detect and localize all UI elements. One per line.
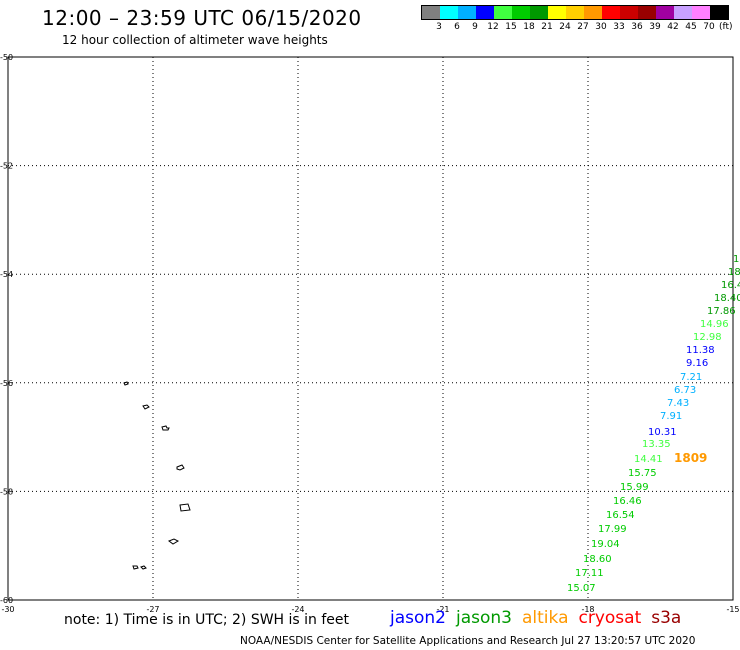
legend-swatch xyxy=(440,6,458,19)
legend-label: 70 xyxy=(703,22,715,32)
island xyxy=(167,538,180,545)
legend-label: 15 xyxy=(505,22,517,32)
lat-tick-label: -58 xyxy=(0,487,13,496)
legend-label: 12 xyxy=(487,22,499,32)
satellite-name: jason3 xyxy=(456,608,512,628)
legend-labels: (ft) 3 6 9 12 15 18 21 24 27 30 33 36 39 42 45 70 xyxy=(421,20,732,34)
color-legend: (ft) 3 6 9 12 15 18 21 24 27 30 33 36 39 42 45 70 xyxy=(421,5,733,34)
island xyxy=(176,464,185,471)
wave-height-label: 14.41 xyxy=(634,454,663,465)
legend-label: 45 xyxy=(685,22,697,32)
lat-tick-label: -54 xyxy=(0,270,13,279)
lat-tick-label: -56 xyxy=(0,379,13,388)
satellite-name: s3a xyxy=(651,608,682,628)
map-frame xyxy=(7,56,734,601)
footer-credit: NOAA/NESDIS Center for Satellite Applica… xyxy=(240,635,696,647)
lat-tick-label: -50 xyxy=(0,53,13,62)
wave-height-label: 16.46 xyxy=(613,496,642,507)
lat-tick-label: -52 xyxy=(0,162,13,171)
wave-height-label: 7.91 xyxy=(660,411,682,422)
lon-tick-label: -24 xyxy=(291,605,304,614)
map-title: 12:00 – 23:59 UTC 06/15/2020 xyxy=(42,6,362,30)
legend-swatches xyxy=(421,5,729,20)
wave-height-label: 7.43 xyxy=(667,398,689,409)
wave-height-label: 17.11 xyxy=(575,568,604,579)
lon-tick-label: -15 xyxy=(726,605,739,614)
wave-height-label: 16.4 xyxy=(721,280,740,291)
island xyxy=(123,381,129,386)
legend-swatch xyxy=(566,6,584,19)
wave-height-label: 6.73 xyxy=(674,385,696,396)
satellite-name: jason2 xyxy=(390,608,446,628)
legend-swatch xyxy=(584,6,602,19)
wave-height-label: 13.35 xyxy=(642,439,671,450)
wave-height-label: 7.21 xyxy=(680,372,702,383)
lon-tick-label: -30 xyxy=(1,605,14,614)
legend-label: 27 xyxy=(577,22,589,32)
legend-swatch xyxy=(674,6,692,19)
wave-height-label: 1. xyxy=(733,254,740,265)
satellite-name: altika xyxy=(522,608,569,628)
footer-note: note: 1) Time is in UTC; 2) SWH is in fe… xyxy=(64,612,350,628)
legend-swatch xyxy=(494,6,512,19)
legend-swatch xyxy=(710,6,728,19)
legend-swatch xyxy=(638,6,656,19)
legend-label: 24 xyxy=(559,22,571,32)
legend-swatch xyxy=(458,6,476,19)
legend-label: 18 xyxy=(523,22,535,32)
legend-swatch xyxy=(548,6,566,19)
wave-height-label: 10.31 xyxy=(648,427,677,438)
satellite-legend: jason2 jason3 altika cryosat s3a xyxy=(390,608,691,628)
island xyxy=(161,425,170,431)
wave-height-label: 15.99 xyxy=(620,482,649,493)
wave-height-label: 18.60 xyxy=(583,554,612,565)
legend-swatch xyxy=(620,6,638,19)
legend-swatch xyxy=(656,6,674,19)
legend-label: 21 xyxy=(541,22,553,32)
island xyxy=(179,503,191,512)
legend-label: 39 xyxy=(649,22,661,32)
legend-label: 6 xyxy=(454,22,460,32)
lat-tick-label: -60 xyxy=(0,596,13,605)
legend-label: 30 xyxy=(595,22,607,32)
wave-height-label: 15.07 xyxy=(567,583,596,594)
legend-swatch xyxy=(512,6,530,19)
wave-height-label: 1809 xyxy=(674,451,707,465)
wave-height-label: 15.75 xyxy=(628,468,657,479)
island xyxy=(132,565,139,570)
satellite-name: cryosat xyxy=(578,608,642,628)
legend-label: 9 xyxy=(472,22,478,32)
legend-swatch xyxy=(476,6,494,19)
island xyxy=(140,565,147,570)
wave-height-label: 17.99 xyxy=(598,524,627,535)
wave-height-label: 14.96 xyxy=(700,319,729,330)
wave-height-label: 18 xyxy=(728,267,740,278)
legend-label: 36 xyxy=(631,22,643,32)
legend-label: 42 xyxy=(667,22,679,32)
wave-height-label: 9.16 xyxy=(686,358,708,369)
wave-height-label: 17.86 xyxy=(707,306,736,317)
wave-height-label: 11.38 xyxy=(686,345,715,356)
wave-height-label: 16.54 xyxy=(606,510,635,521)
island-outlines xyxy=(123,381,191,570)
island xyxy=(142,404,150,410)
legend-swatch xyxy=(602,6,620,19)
wave-height-label: 18.40 xyxy=(714,293,740,304)
legend-swatch xyxy=(692,6,710,19)
legend-swatch xyxy=(422,6,440,19)
map-subtitle: 12 hour collection of altimeter wave hei… xyxy=(62,33,328,47)
legend-label: 33 xyxy=(613,22,625,32)
lon-tick-label: -27 xyxy=(146,605,159,614)
lon-tick-label: -18 xyxy=(581,605,594,614)
wave-height-label: 12.98 xyxy=(693,332,722,343)
wave-height-label: 19.04 xyxy=(591,539,620,550)
legend-unit: (ft) xyxy=(719,22,733,32)
lon-tick-label: -21 xyxy=(436,605,449,614)
legend-swatch xyxy=(530,6,548,19)
legend-label: 3 xyxy=(436,22,442,32)
